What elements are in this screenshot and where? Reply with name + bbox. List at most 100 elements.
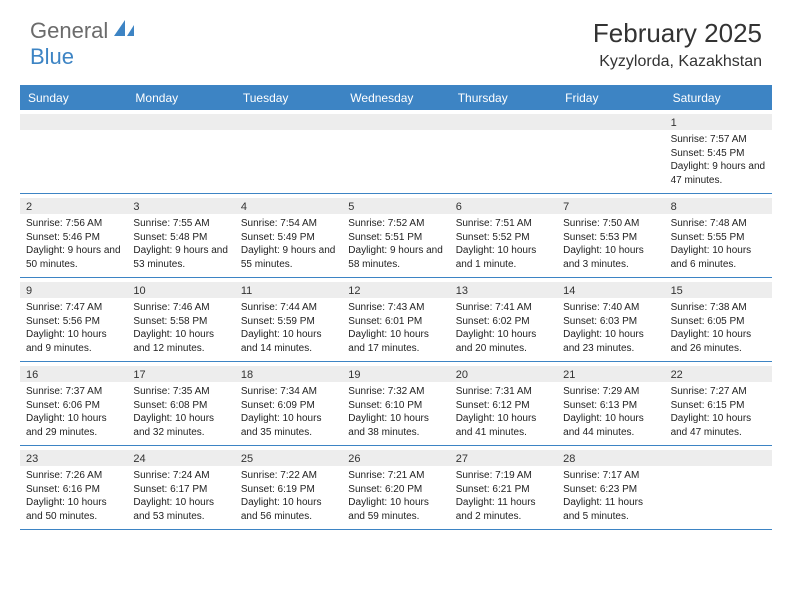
daylight-text: Daylight: 10 hours and 1 minute. (456, 244, 551, 271)
sunset-text: Sunset: 5:59 PM (241, 315, 336, 329)
sunrise-text: Sunrise: 7:50 AM (563, 217, 658, 231)
sunset-text: Sunset: 6:01 PM (348, 315, 443, 329)
daylight-text: Daylight: 10 hours and 26 minutes. (671, 328, 766, 355)
sunset-text: Sunset: 5:58 PM (133, 315, 228, 329)
dayhead-thu: Thursday (450, 86, 557, 110)
daylight-text: Daylight: 10 hours and 50 minutes. (26, 496, 121, 523)
day-number: 25 (235, 450, 342, 466)
logo-sail-icon (114, 20, 136, 43)
sunrise-text: Sunrise: 7:24 AM (133, 469, 228, 483)
sunset-text: Sunset: 6:16 PM (26, 483, 121, 497)
day-number (665, 450, 772, 466)
sunset-text: Sunset: 5:53 PM (563, 231, 658, 245)
day-number: 15 (665, 282, 772, 298)
logo: General (30, 18, 138, 44)
sunrise-text: Sunrise: 7:34 AM (241, 385, 336, 399)
dayhead-mon: Monday (127, 86, 234, 110)
sunset-text: Sunset: 6:02 PM (456, 315, 551, 329)
day-cell: 7 Sunrise: 7:50 AMSunset: 5:53 PMDaylight… (557, 194, 664, 277)
day-number: 24 (127, 450, 234, 466)
week-row: 1Sunrise: 7:57 AMSunset: 5:45 PMDaylight… (20, 110, 772, 194)
day-cell: 11Sunrise: 7:44 AMSunset: 5:59 PMDayligh… (235, 278, 342, 361)
day-cell: 5Sunrise: 7:52 AMSunset: 5:51 PMDaylight… (342, 194, 449, 277)
sunrise-text: Sunrise: 7:31 AM (456, 385, 551, 399)
day-cell: 25Sunrise: 7:22 AMSunset: 6:19 PMDayligh… (235, 446, 342, 529)
day-cell (450, 110, 557, 193)
sunrise-text: Sunrise: 7:29 AM (563, 385, 658, 399)
day-cell: 19Sunrise: 7:32 AMSunset: 6:10 PMDayligh… (342, 362, 449, 445)
daylight-text: Daylight: 10 hours and 29 minutes. (26, 412, 121, 439)
logo-blue-row: Blue (30, 44, 74, 70)
day-number: 17 (127, 366, 234, 382)
day-number: 20 (450, 366, 557, 382)
day-cell: 12Sunrise: 7:43 AMSunset: 6:01 PMDayligh… (342, 278, 449, 361)
daylight-text: Daylight: 10 hours and 20 minutes. (456, 328, 551, 355)
day-cell: 28Sunrise: 7:17 AMSunset: 6:23 PMDayligh… (557, 446, 664, 529)
day-cell: 4Sunrise: 7:54 AMSunset: 5:49 PMDaylight… (235, 194, 342, 277)
daylight-text: Daylight: 10 hours and 3 minutes. (563, 244, 658, 271)
dayhead-sat: Saturday (665, 86, 772, 110)
sunrise-text: Sunrise: 7:47 AM (26, 301, 121, 315)
sunset-text: Sunset: 5:55 PM (671, 231, 766, 245)
daylight-text: Daylight: 10 hours and 59 minutes. (348, 496, 443, 523)
month-title: February 2025 (593, 18, 762, 49)
daylight-text: Daylight: 10 hours and 32 minutes. (133, 412, 228, 439)
sunrise-text: Sunrise: 7:27 AM (671, 385, 766, 399)
day-cell: 1Sunrise: 7:57 AMSunset: 5:45 PMDaylight… (665, 110, 772, 193)
day-number: 7 (557, 198, 664, 214)
daylight-text: Daylight: 9 hours and 58 minutes. (348, 244, 443, 271)
sunset-text: Sunset: 6:03 PM (563, 315, 658, 329)
sunrise-text: Sunrise: 7:48 AM (671, 217, 766, 231)
day-cell: 20 Sunrise: 7:31 AMSunset: 6:12 PMDayligh… (450, 362, 557, 445)
day-number: 27 (450, 450, 557, 466)
day-cell (342, 110, 449, 193)
daylight-text: Daylight: 10 hours and 23 minutes. (563, 328, 658, 355)
dayhead-sun: Sunday (20, 86, 127, 110)
day-cell: 13Sunrise: 7:41 AMSunset: 6:02 PMDayligh… (450, 278, 557, 361)
logo-text-general: General (30, 18, 108, 44)
day-number (235, 114, 342, 130)
sunset-text: Sunset: 5:48 PM (133, 231, 228, 245)
sunrise-text: Sunrise: 7:17 AM (563, 469, 658, 483)
day-number: 4 (235, 198, 342, 214)
day-number: 16 (20, 366, 127, 382)
daylight-text: Daylight: 10 hours and 41 minutes. (456, 412, 551, 439)
day-number: 28 (557, 450, 664, 466)
week-row: 16Sunrise: 7:37 AMSunset: 6:06 PMDayligh… (20, 362, 772, 446)
day-cell: 24Sunrise: 7:24 AMSunset: 6:17 PMDayligh… (127, 446, 234, 529)
day-cell: 27Sunrise: 7:19 AMSunset: 6:21 PMDayligh… (450, 446, 557, 529)
day-number: 2 (20, 198, 127, 214)
daylight-text: Daylight: 10 hours and 47 minutes. (671, 412, 766, 439)
sunrise-text: Sunrise: 7:19 AM (456, 469, 551, 483)
day-number: 11 (235, 282, 342, 298)
sunset-text: Sunset: 5:49 PM (241, 231, 336, 245)
day-number: 3 (127, 198, 234, 214)
sunrise-text: Sunrise: 7:56 AM (26, 217, 121, 231)
daylight-text: Daylight: 11 hours and 5 minutes. (563, 496, 658, 523)
day-number (342, 114, 449, 130)
day-number (127, 114, 234, 130)
day-number (450, 114, 557, 130)
daylight-text: Daylight: 10 hours and 35 minutes. (241, 412, 336, 439)
day-number (20, 114, 127, 130)
day-cell (20, 110, 127, 193)
day-cell (557, 110, 664, 193)
sunset-text: Sunset: 6:15 PM (671, 399, 766, 413)
sunset-text: Sunset: 5:46 PM (26, 231, 121, 245)
sunset-text: Sunset: 5:52 PM (456, 231, 551, 245)
logo-text-blue: Blue (30, 44, 74, 69)
day-cell: 8Sunrise: 7:48 AMSunset: 5:55 PMDaylight… (665, 194, 772, 277)
sunset-text: Sunset: 6:12 PM (456, 399, 551, 413)
daylight-text: Daylight: 9 hours and 53 minutes. (133, 244, 228, 271)
sunset-text: Sunset: 5:45 PM (671, 147, 766, 161)
daylight-text: Daylight: 10 hours and 12 minutes. (133, 328, 228, 355)
sunrise-text: Sunrise: 7:37 AM (26, 385, 121, 399)
day-number: 10 (127, 282, 234, 298)
title-block: February 2025 Kyzylorda, Kazakhstan (593, 18, 762, 71)
sunrise-text: Sunrise: 7:51 AM (456, 217, 551, 231)
day-cell: 9Sunrise: 7:47 AMSunset: 5:56 PMDaylight… (20, 278, 127, 361)
day-cell (127, 110, 234, 193)
day-cell: 2Sunrise: 7:56 AMSunset: 5:46 PMDaylight… (20, 194, 127, 277)
day-number (557, 114, 664, 130)
sunset-text: Sunset: 6:05 PM (671, 315, 766, 329)
